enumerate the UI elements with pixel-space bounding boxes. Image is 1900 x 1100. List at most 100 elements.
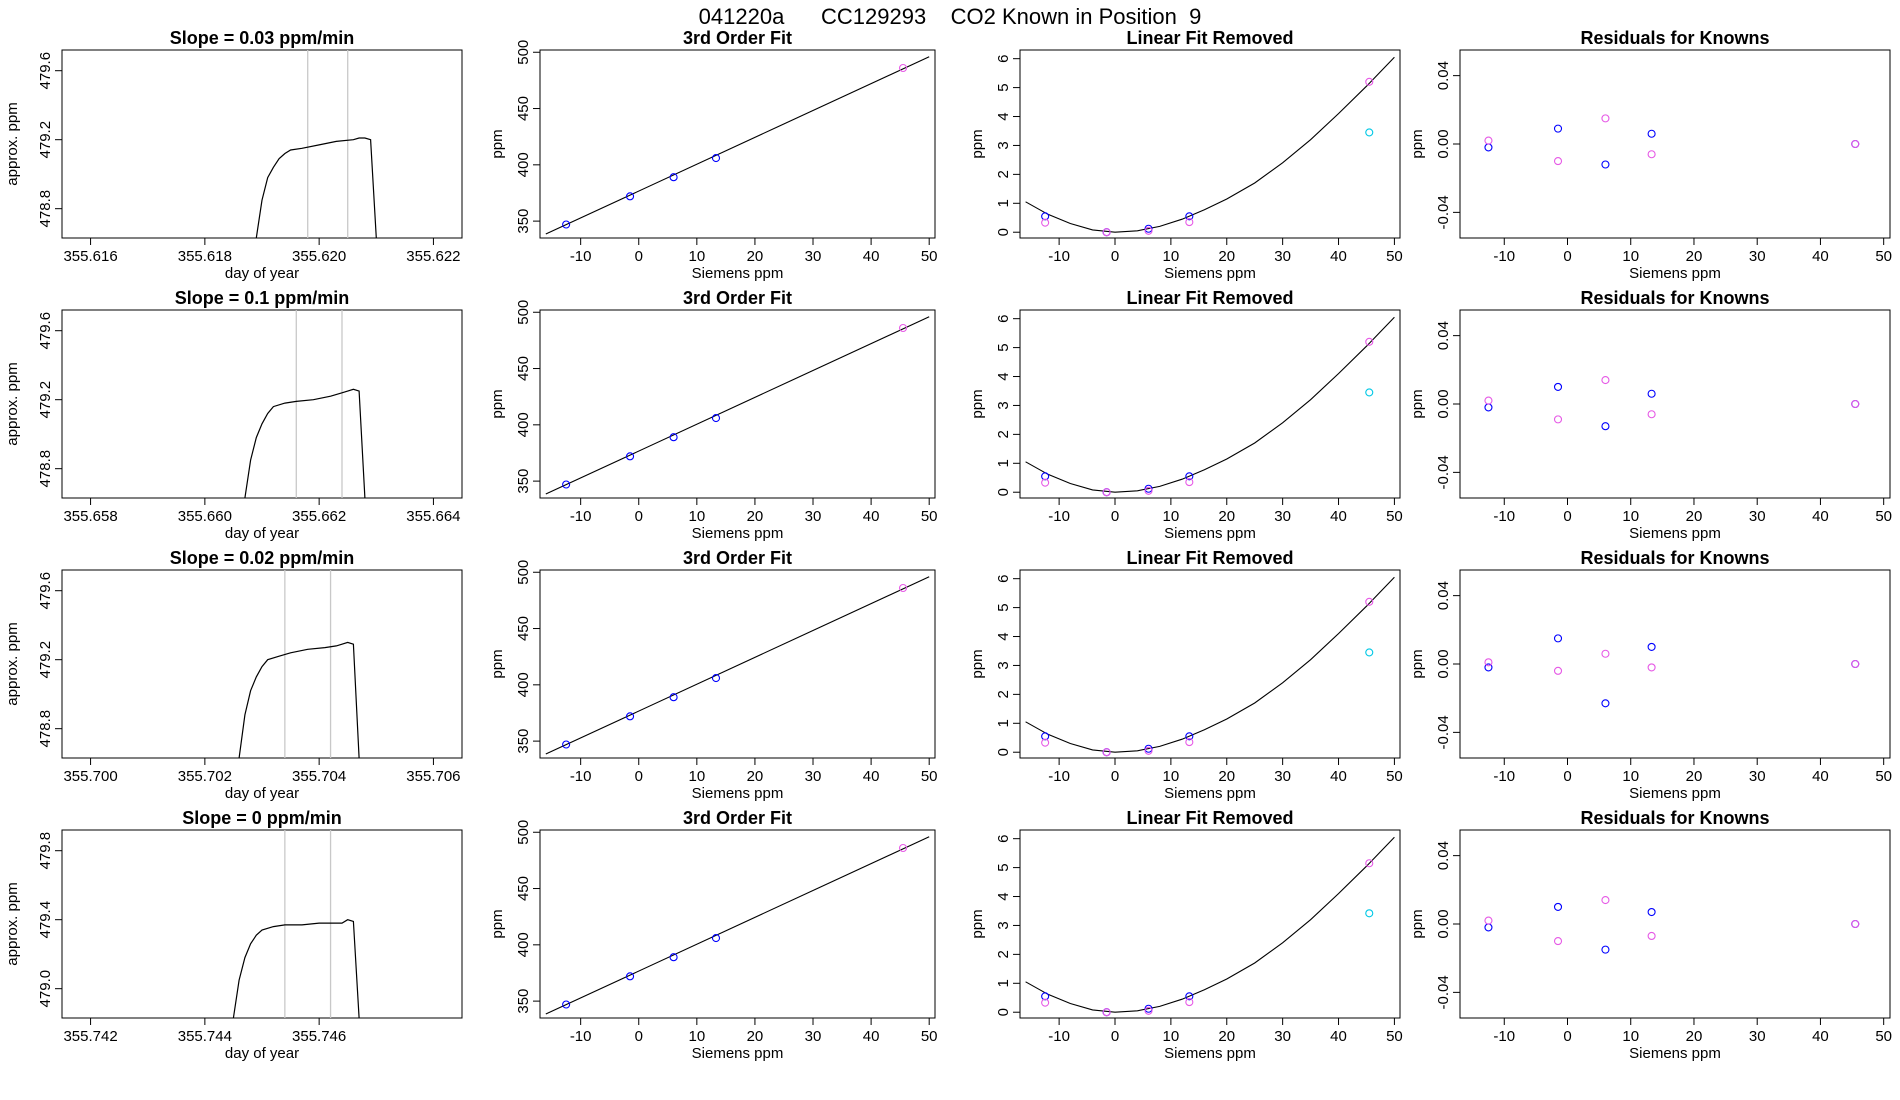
plot-marks bbox=[545, 56, 930, 235]
y-tick-label: -0.04 bbox=[1435, 975, 1452, 1009]
data-point bbox=[1647, 931, 1656, 941]
x-tick-label: 40 bbox=[863, 508, 880, 525]
data-point bbox=[669, 173, 678, 182]
x-axis-label: Siemens ppm bbox=[1629, 785, 1721, 802]
y-tick-label: 0 bbox=[995, 1008, 1012, 1016]
x-tick-label: -10 bbox=[570, 508, 592, 525]
y-tick-label: 500 bbox=[515, 560, 532, 585]
x-tick-label: 50 bbox=[1875, 768, 1892, 785]
x-tick-label: -10 bbox=[1048, 768, 1070, 785]
panel-title: Slope = 0.1 ppm/min bbox=[175, 288, 350, 308]
panel-residuals-0: Residuals for Knowns -10 0 10 20 30 40 50 Siemen… bbox=[1409, 28, 1892, 282]
y-tick-label: 479.6 bbox=[37, 312, 54, 350]
quadratic-curve bbox=[1025, 56, 1395, 233]
y-tick-label: 4 bbox=[995, 892, 1012, 900]
x-tick-label: 50 bbox=[1875, 508, 1892, 525]
y-axis-label: ppm bbox=[489, 909, 506, 938]
y-tick-label: 350 bbox=[515, 209, 532, 234]
data-point bbox=[1553, 634, 1563, 643]
x-tick-label: 50 bbox=[921, 508, 938, 525]
y-tick-label: 5 bbox=[995, 343, 1012, 351]
x-tick-label: 40 bbox=[863, 768, 880, 785]
x-tick-label: 0 bbox=[1563, 248, 1571, 265]
panel-title: Linear Fit Removed bbox=[1126, 288, 1293, 308]
x-tick-label: -10 bbox=[1493, 768, 1515, 785]
panel-title: Linear Fit Removed bbox=[1126, 808, 1293, 828]
x-tick-label: 30 bbox=[1749, 1028, 1766, 1045]
y-tick-label: 5 bbox=[995, 83, 1012, 91]
plot-frame bbox=[61, 569, 463, 759]
data-point bbox=[1484, 396, 1493, 405]
plot-frame bbox=[1459, 309, 1891, 499]
co2-trace-line bbox=[238, 641, 360, 758]
x-tick-label: -10 bbox=[1048, 1028, 1070, 1045]
panel-linear_removed-3: Linear Fit Removed-10 0 10 20 30 40 50Siemens … bbox=[969, 808, 1403, 1062]
y-tick-label: 6 bbox=[995, 315, 1012, 323]
panel-linear_removed-0: Linear Fit Removed-10 0 10 20 30 40 50Siemens … bbox=[969, 28, 1403, 282]
y-tick-label: 1 bbox=[995, 979, 1012, 987]
panel-residuals-3: Residuals for Knowns -10 0 10 20 30 40 50 Siemen… bbox=[1409, 808, 1892, 1062]
data-point bbox=[1601, 422, 1610, 431]
x-tick-label: 10 bbox=[1163, 508, 1180, 525]
data-point bbox=[625, 452, 635, 461]
y-tick-label: 400 bbox=[515, 932, 532, 957]
x-tick-label: 355.702 bbox=[178, 768, 232, 785]
x-tick-label: 30 bbox=[1749, 768, 1766, 785]
x-tick-label: 355.704 bbox=[292, 768, 346, 785]
x-tick-label: 50 bbox=[1875, 1028, 1892, 1045]
y-tick-label: 3 bbox=[995, 921, 1012, 929]
y-tick-label: 3 bbox=[995, 401, 1012, 409]
data-point bbox=[1851, 919, 1860, 929]
panel-title: Residuals for Knowns bbox=[1580, 548, 1769, 568]
data-point bbox=[1041, 992, 1050, 1001]
y-tick-label: 1 bbox=[995, 719, 1012, 727]
x-tick-label: 0 bbox=[1563, 768, 1571, 785]
data-point bbox=[1102, 748, 1111, 757]
y-tick-label: 4 bbox=[995, 112, 1012, 120]
x-tick-label: 30 bbox=[1274, 248, 1291, 265]
co2-trace-line bbox=[255, 137, 377, 238]
x-tick-label: 40 bbox=[1330, 1028, 1347, 1045]
x-tick-label: 50 bbox=[1386, 1028, 1403, 1045]
data-point bbox=[1365, 597, 1374, 606]
data-point bbox=[1185, 472, 1194, 481]
y-tick-label: 478.8 bbox=[37, 190, 54, 228]
y-axis-label: ppm bbox=[489, 129, 506, 158]
data-point bbox=[1041, 218, 1050, 227]
y-tick-label: -0.04 bbox=[1435, 715, 1452, 749]
quadratic-curve bbox=[1025, 836, 1395, 1013]
x-axis-label: Siemens ppm bbox=[1629, 265, 1721, 282]
x-tick-label: 355.618 bbox=[178, 248, 232, 265]
panel-residuals-1: Residuals for Knowns -10 0 10 20 30 40 50 Siemen… bbox=[1409, 288, 1892, 542]
data-point bbox=[562, 220, 571, 229]
data-point bbox=[1365, 337, 1374, 346]
x-tick-label: 20 bbox=[1686, 248, 1703, 265]
panel-title: 3rd Order Fit bbox=[683, 808, 792, 828]
data-point bbox=[669, 953, 678, 962]
data-point bbox=[1041, 732, 1050, 741]
y-tick-label: 500 bbox=[515, 300, 532, 325]
x-tick-label: 50 bbox=[921, 1028, 938, 1045]
y-tick-label: 4 bbox=[995, 372, 1012, 380]
data-point bbox=[625, 972, 635, 981]
y-tick-label: 2 bbox=[995, 170, 1012, 178]
data-point bbox=[1553, 415, 1563, 424]
y-tick-label: 0 bbox=[995, 228, 1012, 236]
x-tick-label: 20 bbox=[1218, 248, 1235, 265]
y-tick-label: 400 bbox=[515, 412, 532, 437]
data-point bbox=[1601, 376, 1610, 385]
data-point bbox=[1144, 486, 1153, 495]
y-tick-label: 479.4 bbox=[37, 901, 54, 939]
x-tick-label: 355.620 bbox=[292, 248, 346, 265]
x-tick-label: 355.658 bbox=[63, 508, 117, 525]
data-point bbox=[1365, 77, 1374, 86]
data-point bbox=[711, 934, 721, 943]
panel-timeseries-2: Slope = 0.02 ppm/min 355.700 355.702 355.70… bbox=[4, 548, 463, 802]
x-tick-label: -10 bbox=[1048, 508, 1070, 525]
plot-frame bbox=[1019, 569, 1401, 759]
x-tick-label: 0 bbox=[635, 768, 643, 785]
x-axis-label: day of year bbox=[225, 265, 299, 282]
data-point bbox=[1185, 212, 1194, 221]
y-tick-label: 0.00 bbox=[1435, 389, 1452, 418]
